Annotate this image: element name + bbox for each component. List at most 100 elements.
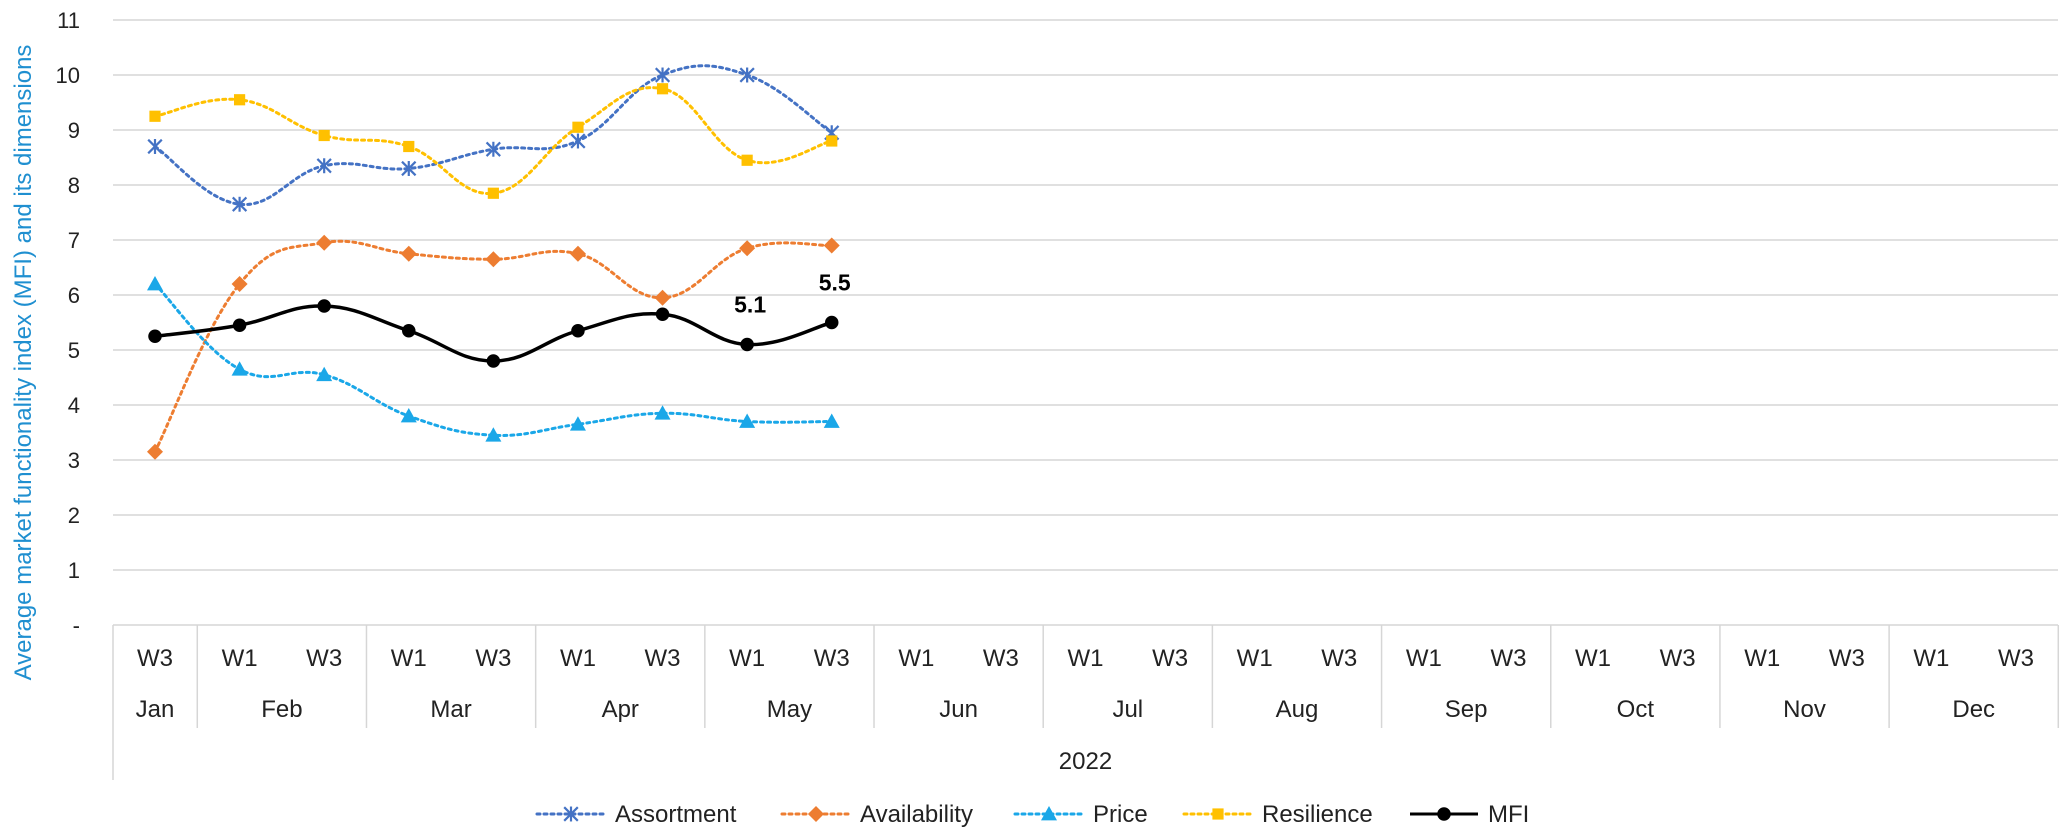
x-week-label: W1 — [1575, 645, 1611, 672]
x-week-label: W1 — [1237, 645, 1273, 672]
data-point — [824, 315, 839, 330]
data-point — [485, 427, 502, 442]
data-point — [232, 196, 248, 212]
data-point — [232, 318, 247, 332]
data-point — [147, 443, 163, 460]
x-week-label: W3 — [1660, 645, 1696, 672]
series-group — [147, 64, 840, 460]
x-week-label: W3 — [1321, 645, 1357, 672]
series-price — [147, 276, 840, 442]
legend-label: MFI — [1488, 801, 1529, 827]
y-tick-label: 9 — [68, 118, 80, 143]
y-tick-label: 4 — [68, 393, 80, 418]
data-point — [569, 245, 586, 262]
legend-marker — [1041, 806, 1057, 821]
series-mfi — [148, 299, 839, 368]
data-point — [570, 133, 586, 149]
series-line — [154, 304, 833, 363]
x-week-label: W3 — [1490, 645, 1526, 672]
x-week-label: W1 — [1068, 645, 1104, 672]
x-month-label: Apr — [602, 696, 639, 723]
y-tick-label: 11 — [57, 8, 80, 33]
y-tick-label: 8 — [68, 173, 80, 198]
x-week-label: W1 — [1913, 645, 1949, 672]
data-point — [486, 354, 501, 368]
x-week-label: W3 — [306, 645, 342, 672]
data-point — [318, 129, 330, 142]
series-line — [153, 64, 834, 206]
data-point — [823, 237, 840, 254]
data-point — [569, 416, 586, 431]
data-point — [403, 140, 415, 153]
x-month-label: Jun — [939, 696, 978, 723]
data-point — [656, 83, 669, 95]
data-point — [654, 67, 671, 83]
x-week-label: W3 — [814, 645, 850, 672]
data-point — [148, 329, 162, 343]
data-point — [823, 413, 840, 428]
legend-item-resilience: Resilience — [1182, 801, 1373, 827]
x-week-label: W1 — [391, 645, 427, 672]
legend-marker — [1212, 808, 1224, 820]
y-tick-label: 2 — [68, 503, 80, 528]
gridlines — [113, 19, 2058, 626]
y-tick-label: 10 — [56, 63, 80, 88]
x-week-label: W3 — [1829, 645, 1865, 672]
data-label: 5.5 — [819, 270, 851, 296]
data-point — [316, 366, 333, 382]
x-axis-title: 2022 — [1059, 748, 1112, 775]
series-assortment — [147, 64, 840, 212]
data-point — [739, 67, 755, 83]
x-month-label: Sep — [1445, 696, 1488, 723]
data-labels: 5.1 5.5 — [734, 270, 851, 318]
data-point — [485, 141, 501, 157]
y-tick-label: 6 — [68, 283, 80, 308]
data-point — [147, 138, 163, 155]
x-week-label: W1 — [729, 645, 765, 672]
x-week-label: W1 — [1406, 645, 1442, 672]
legend-marker — [808, 806, 824, 822]
y-tick-label: - — [73, 613, 80, 638]
y-tick-label: 7 — [68, 228, 80, 253]
x-month-label: May — [767, 696, 812, 723]
x-week-label: W1 — [898, 645, 934, 672]
legend: Assortment Availability Price Resilience MFI — [535, 801, 1529, 827]
x-axis: W3 W1 W3 W1 W3 W1 W3 W1 W3 W1 W3 W1 W3 W1 W3 W1 W3 W1 W3 W1… — [112, 625, 2060, 780]
legend-item-assortment: Assortment — [535, 801, 737, 827]
y-tick-label: 5 — [68, 338, 80, 363]
x-week-label: W3 — [475, 645, 511, 672]
data-point — [571, 324, 585, 338]
x-week-label: W1 — [1744, 645, 1780, 672]
data-point — [147, 276, 163, 291]
data-point — [316, 234, 333, 251]
y-tick-label: 1 — [68, 558, 80, 583]
legend-marker — [563, 806, 579, 822]
legend-label: Resilience — [1262, 801, 1373, 827]
x-week-label: W3 — [137, 645, 173, 672]
x-month-label: Feb — [261, 696, 302, 723]
x-month-label: Mar — [430, 696, 471, 723]
data-point — [401, 160, 417, 177]
x-month-label: Aug — [1276, 696, 1319, 723]
data-point — [740, 337, 754, 352]
data-point — [826, 135, 838, 147]
x-month-label: Jul — [1112, 696, 1143, 723]
x-week-label: W3 — [1998, 645, 2034, 672]
data-point — [655, 307, 670, 321]
x-week-label: W3 — [983, 645, 1019, 672]
series-line — [153, 282, 834, 437]
data-point — [231, 276, 248, 292]
data-point — [149, 110, 161, 122]
data-point — [654, 405, 671, 420]
data-point — [402, 324, 416, 338]
data-point — [231, 361, 248, 376]
x-month-label: Nov — [1783, 696, 1826, 723]
series-line — [153, 239, 834, 454]
data-point — [317, 299, 331, 313]
series-resilience — [149, 83, 838, 199]
legend-item-availability: Availability — [780, 801, 973, 827]
legend-label: Price — [1093, 801, 1148, 827]
y-tick-label: 3 — [68, 448, 80, 473]
legend-marker — [1437, 807, 1451, 821]
